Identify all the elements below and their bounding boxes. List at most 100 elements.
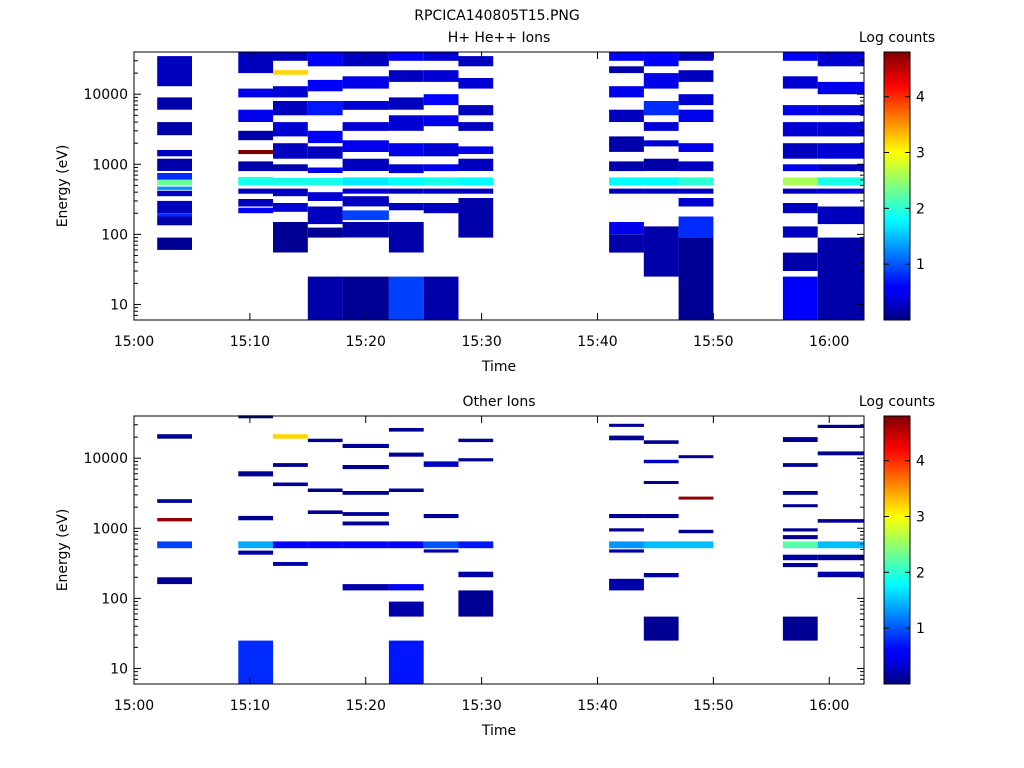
spectrogram-cell xyxy=(643,573,679,578)
y-tick-label: 1000 xyxy=(92,157,128,173)
spectrogram-cell xyxy=(388,97,424,110)
spectrogram-cell xyxy=(157,237,192,250)
spectrogram-cell xyxy=(423,115,459,127)
spectrogram-cell xyxy=(458,198,494,207)
x-tick-label: 15:30 xyxy=(461,334,501,350)
spectrogram-cell xyxy=(678,237,714,320)
y-tick-label: 100 xyxy=(101,227,128,243)
spectrogram-cell xyxy=(678,94,714,106)
spectrogram-cell xyxy=(388,203,424,211)
spectrogram-cell xyxy=(458,158,494,171)
spectrogram-cell xyxy=(307,101,343,116)
spectrogram-cell xyxy=(817,237,864,320)
colorbar-tick-label: 4 xyxy=(916,454,925,470)
x-tick-label: 15:40 xyxy=(577,698,617,714)
x-tick-label: 16:00 xyxy=(809,698,849,714)
spectrogram-cell xyxy=(782,554,818,561)
spectrogram-cell xyxy=(423,203,459,214)
spectrogram-cell xyxy=(458,122,494,131)
spectrogram-cell xyxy=(273,86,308,98)
spectrogram-cell xyxy=(157,213,192,217)
y-axis-label: Energy (eV) xyxy=(55,509,71,592)
spectrogram-cell xyxy=(238,550,274,555)
spectrogram-cell xyxy=(643,514,679,519)
panel-h-he-ions: 15:00 15:10 15:20 15:30 15:40 15:50 16:00 10 100… xyxy=(55,30,935,375)
spectrogram-cell xyxy=(609,222,644,235)
spectrogram-cell xyxy=(609,177,644,186)
spectrogram-cell xyxy=(157,200,192,214)
spectrogram-cell xyxy=(458,105,494,116)
spectrogram-cell xyxy=(273,164,308,172)
spectrogram-cell xyxy=(458,56,494,67)
spectrogram-cell xyxy=(157,577,192,585)
spectrogram-cell xyxy=(238,640,274,684)
spectrogram-cell xyxy=(782,188,818,194)
spectrogram-cell xyxy=(782,76,818,89)
spectrogram-cell xyxy=(609,423,644,427)
spectrogram-cell xyxy=(817,451,864,456)
spectrogram-cell xyxy=(157,122,192,136)
spectrogram-cell xyxy=(643,73,679,89)
spectrogram-cell xyxy=(342,76,389,89)
colorbar-label: Log counts xyxy=(859,30,935,46)
spectrogram-cell xyxy=(423,70,459,82)
spectrogram-cell xyxy=(782,463,818,467)
spectrogram-cells xyxy=(157,52,864,320)
spectrogram-cell xyxy=(643,459,679,464)
y-tick-label: 10 xyxy=(110,661,128,677)
spectrogram-cell xyxy=(458,590,494,617)
spectrogram-cell xyxy=(458,146,494,154)
spectrogram-cell xyxy=(307,146,343,159)
spectrogram-cell xyxy=(157,434,192,439)
spectrogram-cell xyxy=(609,66,644,74)
spectrogram-cell xyxy=(307,79,343,92)
spectrogram-cell xyxy=(458,438,494,443)
spectrogram-cell xyxy=(458,188,494,194)
spectrogram-cell xyxy=(782,437,818,442)
x-tick-label: 15:20 xyxy=(346,334,386,350)
spectrogram-cell xyxy=(238,415,274,419)
colorbar-label: Log counts xyxy=(859,394,935,410)
spectrogram-cell xyxy=(307,227,343,238)
spectrogram-cell xyxy=(817,164,864,172)
x-axis-label: Time xyxy=(481,723,516,739)
axes-frame xyxy=(133,415,865,685)
spectrogram-cell xyxy=(342,188,389,194)
spectrogram-cell xyxy=(238,176,274,186)
spectrogram-cell xyxy=(643,440,679,444)
spectrogram-cell xyxy=(342,52,389,67)
spectrogram-cell xyxy=(273,434,308,439)
spectrogram-cell xyxy=(307,167,343,173)
spectrogram-cell xyxy=(342,584,389,591)
spectrogram-cell xyxy=(238,188,274,194)
spectrogram-cell xyxy=(678,52,714,61)
spectrogram-cell xyxy=(643,177,679,186)
spectrogram-cell xyxy=(423,276,459,320)
spectrogram-cell xyxy=(817,541,864,549)
y-tick-label: 10000 xyxy=(83,451,128,467)
spectrogram-cell xyxy=(423,549,459,553)
spectrogram-cell xyxy=(238,52,274,74)
spectrogram-cell xyxy=(817,554,864,561)
spectrogram-cell xyxy=(678,143,714,152)
spectrogram-cell xyxy=(388,115,424,131)
x-tick-label: 15:30 xyxy=(461,698,501,714)
spectrogram-cell xyxy=(342,210,389,221)
colorbar-tick-label: 1 xyxy=(916,257,925,273)
spectrogram-cell xyxy=(817,122,864,137)
spectrogram-cell xyxy=(238,130,274,141)
x-tick-label: 16:00 xyxy=(809,334,849,350)
spectrogram-cell xyxy=(817,519,864,523)
spectrogram-cell xyxy=(388,276,424,320)
spectrogram-cell xyxy=(342,276,389,320)
spectrogram-cell xyxy=(782,504,818,508)
spectrogram-cell xyxy=(458,541,494,549)
spectrogram-cell xyxy=(817,206,864,225)
spectrogram-cell xyxy=(782,541,818,549)
spectrogram-cell xyxy=(342,521,389,526)
colorbar-tick-label: 4 xyxy=(916,90,925,106)
panel-other-ions: 15:00 15:10 15:20 15:30 15:40 15:50 16:00 10 100… xyxy=(55,394,935,739)
spectrogram-cell xyxy=(307,276,343,320)
